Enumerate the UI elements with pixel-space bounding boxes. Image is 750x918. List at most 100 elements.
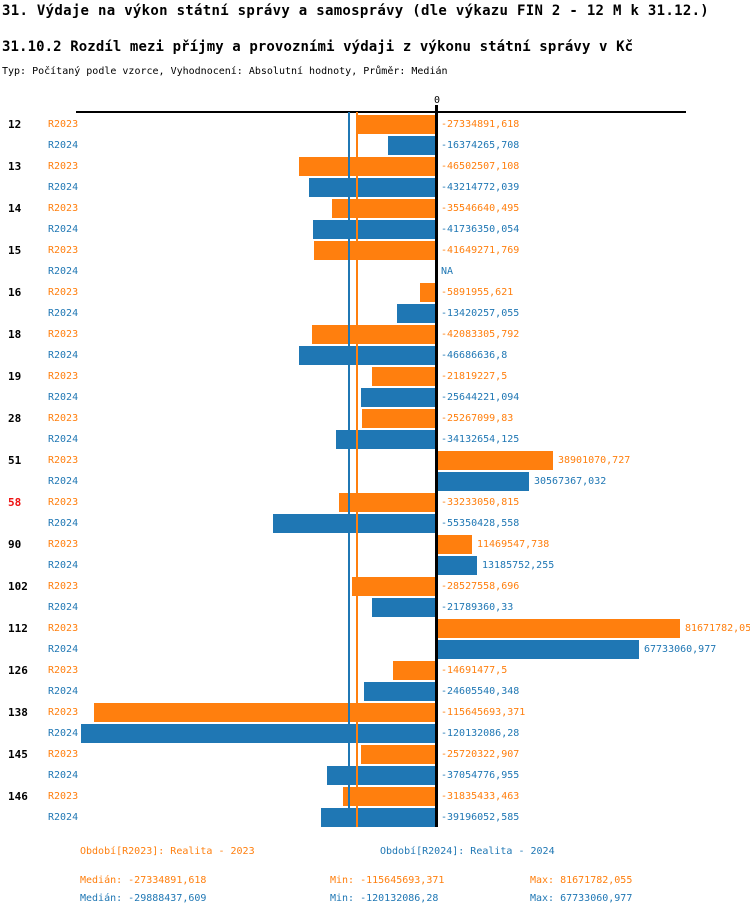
series-label-r2023-51: R2023 [48, 455, 79, 466]
bar-r2023-12 [356, 115, 437, 134]
bar-r2023-58 [339, 493, 437, 512]
category-label-90: 90 [8, 538, 22, 551]
series-label-r2023-58: R2023 [48, 497, 79, 508]
series-label-r2023-19: R2023 [48, 371, 79, 382]
series-label-r2023-28: R2023 [48, 413, 79, 424]
min-r2023-stat: Min: -115645693,371 [330, 875, 445, 886]
series-label-r2024-28: R2024 [48, 434, 79, 445]
value-label-r2024-28: -34132654,125 [441, 434, 520, 445]
series-label-r2024-19: R2024 [48, 392, 79, 403]
series-label-r2024-138: R2024 [48, 728, 79, 739]
chart-title: 31.10.2 Rozdíl mezi příjmy a provozními … [2, 39, 634, 55]
category-label-138: 138 [8, 706, 28, 719]
bar-r2024-102 [372, 598, 437, 617]
value-label-r2024-14: -41736350,054 [441, 224, 520, 235]
value-label-r2023-14: -35546640,495 [441, 203, 520, 214]
report-title: 31. Výdaje na výkon státní správy a samo… [2, 3, 710, 19]
series-label-r2024-102: R2024 [48, 602, 79, 613]
max-r2024-stat: Max: 67733060,977 [530, 893, 633, 904]
series-label-r2023-145: R2023 [48, 749, 79, 760]
value-label-r2023-28: -25267099,83 [441, 413, 514, 424]
value-label-r2023-138: -115645693,371 [441, 707, 526, 718]
zero-tick-label: 0 [433, 95, 441, 106]
legend-r2024: Období[R2024]: Realita - 2024 [380, 846, 555, 857]
bar-r2023-13 [299, 157, 437, 176]
value-label-r2023-15: -41649271,769 [441, 245, 520, 256]
series-label-r2023-12: R2023 [48, 119, 79, 130]
bar-r2023-16 [420, 283, 437, 302]
value-label-r2023-16: -5891955,621 [441, 287, 514, 298]
bar-r2023-90 [438, 535, 472, 554]
category-label-19: 19 [8, 370, 22, 383]
series-label-r2024-18: R2024 [48, 350, 79, 361]
series-label-r2024-51: R2024 [48, 476, 79, 487]
series-label-r2024-16: R2024 [48, 308, 79, 319]
value-label-r2024-146: -39196052,585 [441, 812, 520, 823]
bar-r2023-138 [94, 703, 437, 722]
series-label-r2024-58: R2024 [48, 518, 79, 529]
median-r2023-stat: Medián: -27334891,618 [80, 875, 207, 886]
x-axis-line [76, 111, 686, 113]
bar-r2024-14 [313, 220, 437, 239]
value-label-r2024-58: -55350428,558 [441, 518, 520, 529]
series-label-r2023-90: R2023 [48, 539, 79, 550]
bar-r2023-19 [372, 367, 437, 386]
series-label-r2023-146: R2023 [48, 791, 79, 802]
value-label-r2024-12: -16374265,708 [441, 140, 520, 151]
bar-r2024-90 [438, 556, 477, 575]
series-label-r2024-14: R2024 [48, 224, 79, 235]
bar-r2024-19 [361, 388, 437, 407]
category-label-15: 15 [8, 244, 22, 257]
bar-r2023-51 [438, 451, 553, 470]
value-label-r2024-13: -43214772,039 [441, 182, 520, 193]
value-label-r2024-145: -37054776,955 [441, 770, 520, 781]
bar-r2023-145 [361, 745, 437, 764]
value-label-r2023-18: -42083305,792 [441, 329, 520, 340]
category-label-146: 146 [8, 790, 28, 803]
category-label-145: 145 [8, 748, 28, 761]
value-label-r2024-18: -46686636,8 [441, 350, 508, 361]
value-label-r2024-51: 30567367,032 [534, 476, 607, 487]
value-label-r2023-13: -46502507,108 [441, 161, 520, 172]
bar-r2023-18 [312, 325, 437, 344]
value-label-r2023-58: -33233050,815 [441, 497, 520, 508]
category-label-28: 28 [8, 412, 22, 425]
median-r2024-stat: Medián: -29888437,609 [80, 893, 207, 904]
series-label-r2024-13: R2024 [48, 182, 79, 193]
value-label-r2023-145: -25720322,907 [441, 749, 520, 760]
value-label-r2023-102: -28527558,696 [441, 581, 520, 592]
median-line-r2023 [356, 112, 358, 827]
series-label-r2024-112: R2024 [48, 644, 79, 655]
bar-r2023-28 [362, 409, 437, 428]
value-label-r2023-12: -27334891,618 [441, 119, 520, 130]
median-line-r2024 [348, 112, 350, 827]
series-label-r2023-18: R2023 [48, 329, 79, 340]
bar-r2023-112 [438, 619, 680, 638]
series-label-r2024-15: R2024 [48, 266, 79, 277]
bar-r2024-12 [388, 136, 437, 155]
category-label-18: 18 [8, 328, 22, 341]
value-label-r2024-15: NA [441, 266, 454, 277]
bar-r2023-146 [343, 787, 437, 806]
value-label-r2023-146: -31835433,463 [441, 791, 520, 802]
bar-r2023-102 [352, 577, 437, 596]
bar-r2024-16 [397, 304, 437, 323]
bar-r2023-15 [314, 241, 437, 260]
value-label-r2023-126: -14691477,5 [441, 665, 508, 676]
category-label-102: 102 [8, 580, 28, 593]
value-label-r2023-51: 38901070,727 [558, 455, 631, 466]
series-label-r2024-12: R2024 [48, 140, 79, 151]
series-label-r2023-112: R2023 [48, 623, 79, 634]
series-label-r2023-102: R2023 [48, 581, 79, 592]
min-r2024-stat: Min: -120132086,28 [330, 893, 439, 904]
category-label-14: 14 [8, 202, 22, 215]
series-label-r2023-13: R2023 [48, 161, 79, 172]
category-label-12: 12 [8, 118, 22, 131]
category-label-51: 51 [8, 454, 22, 467]
category-label-16: 16 [8, 286, 22, 299]
series-label-r2023-138: R2023 [48, 707, 79, 718]
value-label-r2024-126: -24605540,348 [441, 686, 520, 697]
series-label-r2023-126: R2023 [48, 665, 79, 676]
bar-r2024-138 [81, 724, 437, 743]
